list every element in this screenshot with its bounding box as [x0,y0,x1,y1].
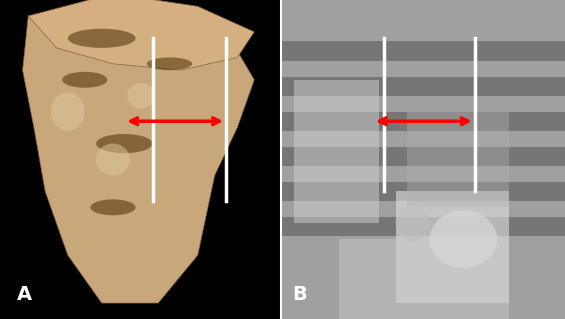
Ellipse shape [62,72,107,88]
Bar [281,0,565,319]
Bar [281,77,565,96]
Bar [0,0,281,319]
Bar [396,191,509,303]
Polygon shape [23,6,254,303]
Ellipse shape [147,57,192,70]
Bar [281,182,565,201]
Ellipse shape [96,134,153,153]
Polygon shape [28,0,254,70]
Bar [339,239,508,319]
Ellipse shape [68,29,136,48]
Bar [281,112,565,131]
Text: B: B [292,285,307,304]
Bar [281,147,565,166]
Ellipse shape [96,144,130,175]
Bar [407,112,509,207]
Ellipse shape [127,83,155,108]
Ellipse shape [51,93,85,131]
Text: A: A [17,285,32,304]
Ellipse shape [396,204,429,242]
Bar [281,217,565,236]
Bar [294,80,379,223]
Bar [281,41,565,61]
Ellipse shape [90,199,136,215]
Ellipse shape [429,211,497,268]
